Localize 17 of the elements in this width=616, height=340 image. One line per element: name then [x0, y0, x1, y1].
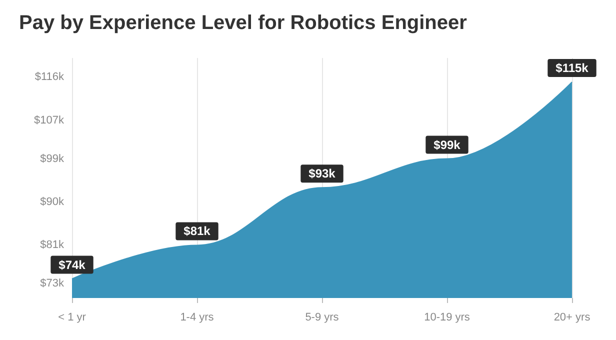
- data-label: $115k: [556, 61, 589, 75]
- data-label: $74k: [58, 258, 86, 272]
- data-label: $93k: [308, 166, 336, 181]
- y-tick-label: $107k: [34, 114, 64, 126]
- x-tick-label: < 1 yr: [58, 312, 86, 324]
- y-tick-label: $73k: [40, 278, 64, 290]
- y-tick-label: $90k: [40, 196, 64, 208]
- x-tick-label: 1-4 yrs: [180, 312, 214, 324]
- data-label: $81k: [184, 224, 211, 238]
- data-label: $99k: [434, 138, 461, 152]
- y-tick-label: $81k: [40, 239, 64, 252]
- x-tick-label: 10-19 yrs: [424, 312, 470, 324]
- y-tick-label: $116k: [34, 71, 64, 84]
- x-tick-label: 5-9 yrs: [305, 312, 340, 324]
- chart-title: Pay by Experience Level for Robotics Engineer: [19, 12, 468, 34]
- y-tick-label: $99k: [40, 152, 64, 165]
- x-tick-label: 20+ yrs: [554, 312, 591, 324]
